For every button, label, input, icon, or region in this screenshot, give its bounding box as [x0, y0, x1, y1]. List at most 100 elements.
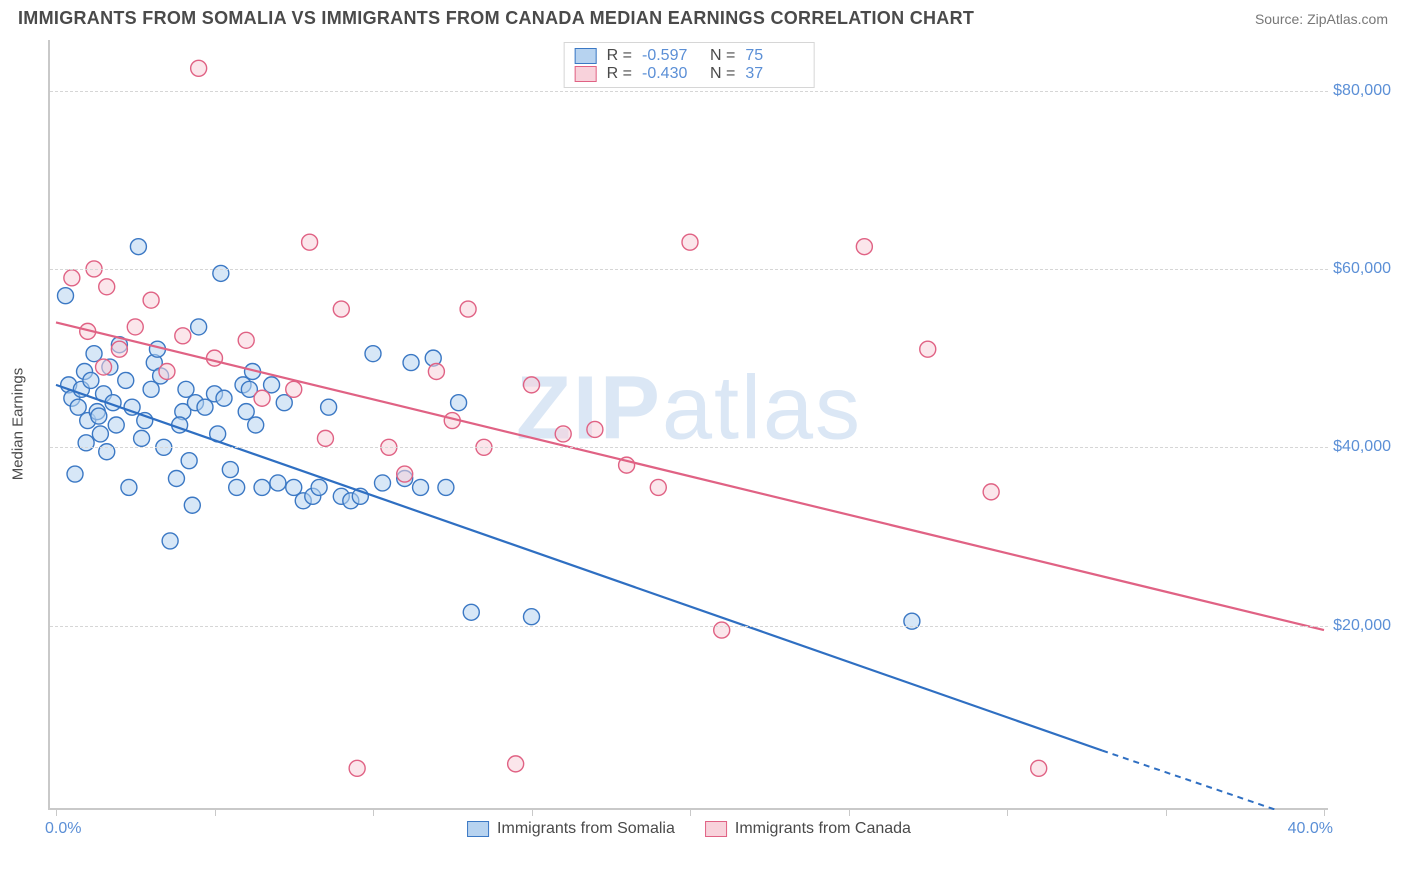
x-tick — [1007, 808, 1008, 816]
swatch-pink — [705, 821, 727, 837]
data-point — [311, 479, 327, 495]
data-point — [96, 359, 112, 375]
data-point — [270, 475, 286, 491]
x-tick — [690, 808, 691, 816]
chart-title: IMMIGRANTS FROM SOMALIA VS IMMIGRANTS FR… — [18, 8, 974, 29]
data-point — [86, 346, 102, 362]
data-point — [191, 60, 207, 76]
data-point — [178, 381, 194, 397]
data-point — [682, 234, 698, 250]
data-point — [254, 390, 270, 406]
data-point — [159, 363, 175, 379]
data-point — [413, 479, 429, 495]
data-point — [321, 399, 337, 415]
data-point — [134, 430, 150, 446]
trend-line — [56, 385, 1102, 751]
data-point — [428, 363, 444, 379]
data-point — [162, 533, 178, 549]
data-point — [238, 404, 254, 420]
data-point — [365, 346, 381, 362]
data-point — [78, 435, 94, 451]
data-point — [460, 301, 476, 317]
x-tick — [1166, 808, 1167, 816]
data-point — [375, 475, 391, 491]
y-axis-title: Median Earnings — [10, 368, 27, 481]
data-point — [587, 421, 603, 437]
trend-line — [56, 322, 1324, 630]
data-point — [229, 479, 245, 495]
data-point — [317, 430, 333, 446]
data-point — [438, 479, 454, 495]
y-tick-label: $60,000 — [1333, 260, 1391, 278]
data-point — [99, 279, 115, 295]
data-point — [508, 756, 524, 772]
data-point — [904, 613, 920, 629]
data-point — [111, 341, 127, 357]
y-tick-label: $80,000 — [1333, 82, 1391, 100]
data-point — [197, 399, 213, 415]
data-point — [524, 377, 540, 393]
gridline-h — [50, 626, 1328, 627]
data-point — [238, 332, 254, 348]
swatch-blue — [467, 821, 489, 837]
series-legend: Immigrants from Somalia Immigrants from … — [467, 820, 911, 838]
y-tick-label: $20,000 — [1333, 617, 1391, 635]
data-point — [58, 288, 74, 304]
data-point — [856, 239, 872, 255]
x-tick — [849, 808, 850, 816]
scatter-svg — [50, 40, 1330, 810]
data-point — [168, 471, 184, 487]
data-point — [184, 497, 200, 513]
chart-container: ZIPatlas Median Earnings R =-0.597 N =75… — [48, 40, 1388, 840]
data-point — [181, 453, 197, 469]
data-point — [920, 341, 936, 357]
x-axis-min-label: 0.0% — [45, 820, 81, 838]
x-tick — [373, 808, 374, 816]
data-point — [191, 319, 207, 335]
data-point — [349, 760, 365, 776]
data-point — [254, 479, 270, 495]
data-point — [983, 484, 999, 500]
x-tick — [1324, 808, 1325, 816]
data-point — [121, 479, 137, 495]
y-tick-label: $40,000 — [1333, 438, 1391, 456]
data-point — [463, 604, 479, 620]
data-point — [286, 381, 302, 397]
x-tick — [56, 808, 57, 816]
data-point — [555, 426, 571, 442]
data-point — [67, 466, 83, 482]
data-point — [108, 417, 124, 433]
data-point — [248, 417, 264, 433]
data-point — [143, 292, 159, 308]
data-point — [403, 355, 419, 371]
data-point — [286, 479, 302, 495]
data-point — [83, 372, 99, 388]
legend-item-somalia: Immigrants from Somalia — [467, 820, 675, 838]
data-point — [264, 377, 280, 393]
data-point — [1031, 760, 1047, 776]
data-point — [333, 301, 349, 317]
data-point — [143, 381, 159, 397]
data-point — [216, 390, 232, 406]
gridline-h — [50, 269, 1328, 270]
data-point — [91, 408, 107, 424]
data-point — [127, 319, 143, 335]
legend-item-canada: Immigrants from Canada — [705, 820, 911, 838]
x-axis-max-label: 40.0% — [1288, 820, 1333, 838]
data-point — [207, 350, 223, 366]
data-point — [222, 462, 238, 478]
data-point — [451, 395, 467, 411]
data-point — [276, 395, 292, 411]
data-point — [130, 239, 146, 255]
data-point — [70, 399, 86, 415]
data-point — [302, 234, 318, 250]
x-tick — [532, 808, 533, 816]
data-point — [92, 426, 108, 442]
data-point — [650, 479, 666, 495]
gridline-h — [50, 447, 1328, 448]
data-point — [118, 372, 134, 388]
plot-area: ZIPatlas Median Earnings R =-0.597 N =75… — [48, 40, 1328, 810]
x-tick — [215, 808, 216, 816]
data-point — [714, 622, 730, 638]
gridline-h — [50, 91, 1328, 92]
